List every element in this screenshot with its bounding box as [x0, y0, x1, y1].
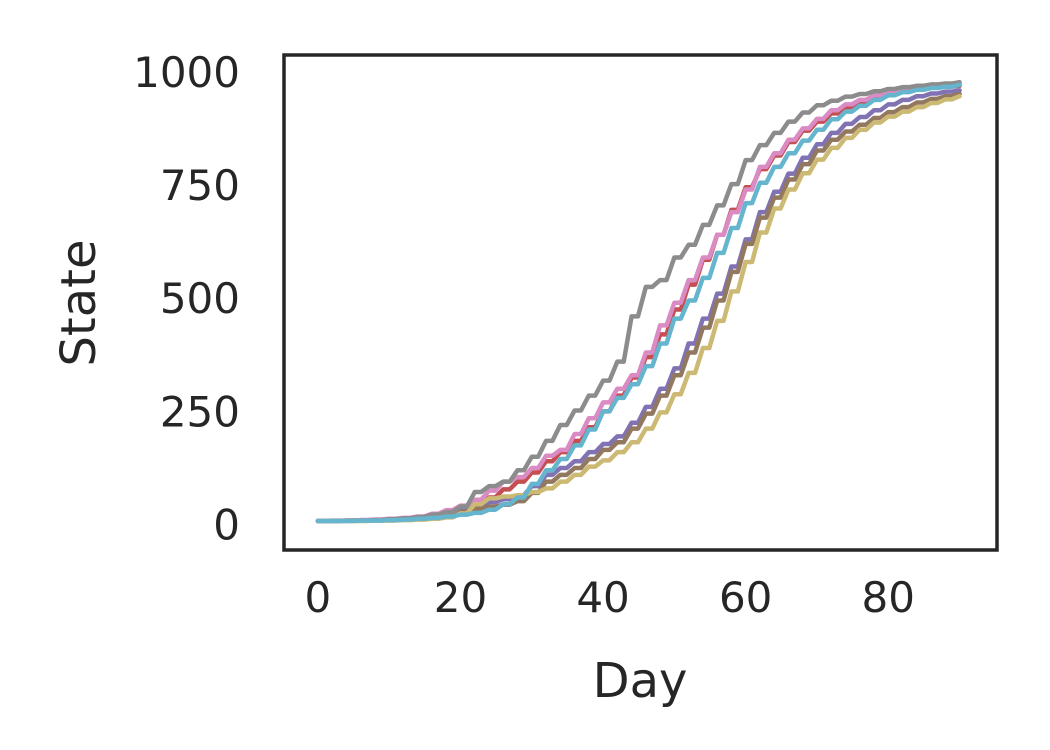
- series-line-red: [315, 83, 962, 524]
- y-tick-label-500: 500: [160, 274, 240, 323]
- y-tick-label-250: 250: [160, 387, 240, 436]
- x-tick-label-40: 40: [576, 573, 629, 622]
- y-tick-label-0: 0: [213, 501, 240, 550]
- x-axis-label: Day: [593, 653, 688, 709]
- x-tick-label-60: 60: [719, 573, 772, 622]
- x-tick-label-80: 80: [862, 573, 915, 622]
- x-tick-label-0: 0: [305, 573, 332, 622]
- y-axis-label: State: [51, 239, 107, 366]
- y-tick-label-750: 750: [160, 161, 240, 210]
- series-line-pink: [315, 81, 962, 524]
- series-line-cyan: [315, 82, 962, 524]
- x-tick-label-20: 20: [434, 573, 487, 622]
- plot-border: [282, 53, 999, 552]
- axis-tick-labels: 0 20 40 60 80 0 250 500 750 1000: [133, 48, 915, 622]
- y-tick-label-1000: 1000: [133, 48, 240, 97]
- series-line-gray: [315, 79, 962, 524]
- series-lines: [315, 79, 962, 524]
